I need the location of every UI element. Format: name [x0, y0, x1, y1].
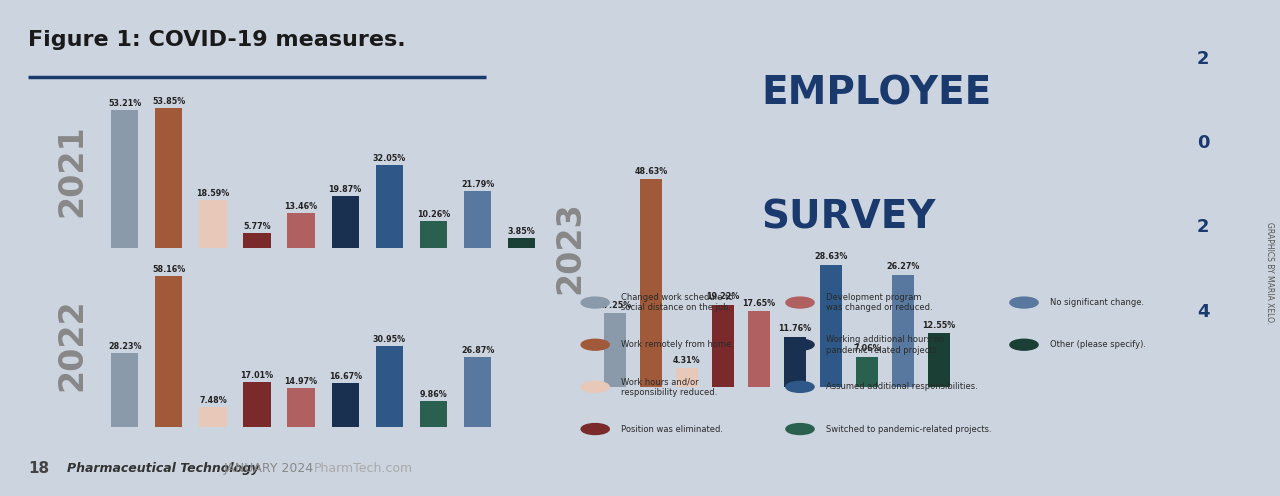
Text: 28.63%: 28.63%: [814, 252, 847, 261]
Text: 18: 18: [28, 461, 50, 476]
Circle shape: [786, 297, 814, 308]
Text: Work hours and/or
responsibility reduced.: Work hours and/or responsibility reduced…: [621, 377, 717, 397]
Text: 21.79%: 21.79%: [461, 181, 494, 189]
Text: 3.85%: 3.85%: [508, 227, 535, 236]
Bar: [640, 179, 662, 387]
Bar: [783, 337, 806, 387]
Circle shape: [581, 297, 609, 308]
Bar: [332, 383, 358, 427]
Text: Changed work schedule to
social distance on the job.: Changed work schedule to social distance…: [621, 293, 733, 312]
Bar: [892, 275, 914, 387]
Bar: [748, 311, 771, 387]
Text: 10.26%: 10.26%: [417, 210, 451, 219]
Text: 4.31%: 4.31%: [673, 356, 700, 365]
Bar: [332, 196, 358, 248]
Text: 26.27%: 26.27%: [887, 262, 920, 271]
Text: Figure 1: COVID-19 measures.: Figure 1: COVID-19 measures.: [28, 30, 406, 50]
Text: 48.63%: 48.63%: [634, 167, 667, 176]
Text: 53.85%: 53.85%: [152, 97, 186, 106]
Bar: [288, 388, 315, 427]
Text: GRAPHICS BY MARIA XELO.: GRAPHICS BY MARIA XELO.: [1265, 222, 1275, 324]
Text: 17.25%: 17.25%: [598, 301, 631, 310]
Bar: [376, 165, 403, 248]
Bar: [288, 213, 315, 248]
Text: 2023: 2023: [553, 202, 586, 294]
Text: 58.16%: 58.16%: [152, 264, 186, 274]
Text: 2021: 2021: [55, 125, 88, 217]
Text: 18.59%: 18.59%: [196, 188, 229, 198]
Text: PharmTech.com: PharmTech.com: [314, 462, 412, 475]
Text: 28.23%: 28.23%: [108, 342, 141, 351]
Text: 4: 4: [1197, 303, 1210, 320]
Circle shape: [581, 424, 609, 434]
Bar: [200, 407, 227, 427]
Text: 13.46%: 13.46%: [284, 202, 317, 211]
Text: 11.76%: 11.76%: [778, 324, 812, 333]
Text: EMPLOYEE: EMPLOYEE: [762, 74, 992, 113]
Text: Position was eliminated.: Position was eliminated.: [621, 425, 723, 434]
Text: Working additional hours on
pandemic-related projects.: Working additional hours on pandemic-rel…: [826, 335, 943, 355]
Bar: [200, 200, 227, 248]
Text: Assumed additional responsibilities.: Assumed additional responsibilities.: [826, 382, 978, 391]
Text: 16.67%: 16.67%: [329, 372, 362, 381]
Text: 14.97%: 14.97%: [284, 376, 317, 386]
Bar: [111, 353, 138, 427]
Bar: [155, 108, 183, 248]
Text: Work remotely from home.: Work remotely from home.: [621, 340, 733, 349]
Circle shape: [581, 339, 609, 350]
Text: 7.48%: 7.48%: [198, 396, 227, 405]
Text: Switched to pandemic-related projects.: Switched to pandemic-related projects.: [826, 425, 991, 434]
Circle shape: [786, 424, 814, 434]
Bar: [111, 110, 138, 248]
Circle shape: [581, 381, 609, 392]
Text: 26.87%: 26.87%: [461, 346, 494, 355]
Bar: [928, 333, 950, 387]
Text: 17.01%: 17.01%: [241, 372, 274, 380]
Text: 0: 0: [1197, 134, 1210, 152]
Bar: [243, 233, 270, 248]
Bar: [508, 238, 535, 248]
Text: 17.65%: 17.65%: [742, 299, 776, 308]
Circle shape: [786, 381, 814, 392]
Text: 2: 2: [1197, 50, 1210, 67]
Text: 7.06%: 7.06%: [854, 344, 881, 353]
Text: 5.77%: 5.77%: [243, 222, 271, 231]
Bar: [376, 346, 403, 427]
Bar: [463, 191, 492, 248]
Bar: [820, 264, 842, 387]
Circle shape: [1010, 339, 1038, 350]
Circle shape: [1010, 297, 1038, 308]
Circle shape: [786, 339, 814, 350]
Bar: [604, 313, 626, 387]
Text: 30.95%: 30.95%: [372, 335, 406, 344]
Text: 2: 2: [1197, 218, 1210, 236]
Text: SURVEY: SURVEY: [762, 198, 936, 237]
Text: 53.21%: 53.21%: [108, 99, 141, 108]
Text: 32.05%: 32.05%: [372, 154, 406, 163]
Bar: [856, 357, 878, 387]
Text: 19.22%: 19.22%: [707, 292, 740, 302]
Bar: [712, 305, 733, 387]
Bar: [420, 221, 447, 248]
Text: 2022: 2022: [55, 299, 88, 391]
Text: 19.87%: 19.87%: [329, 186, 362, 194]
Bar: [676, 369, 698, 387]
Text: 12.55%: 12.55%: [923, 321, 956, 330]
Bar: [155, 276, 183, 427]
Text: No significant change.: No significant change.: [1050, 298, 1144, 307]
Text: 9.86%: 9.86%: [420, 390, 448, 399]
Text: Development program
was changed or reduced.: Development program was changed or reduc…: [826, 293, 932, 312]
Bar: [420, 401, 447, 427]
Bar: [463, 357, 492, 427]
Bar: [243, 382, 270, 427]
Text: Pharmaceutical Technology: Pharmaceutical Technology: [67, 462, 259, 475]
Text: Other (please specify).: Other (please specify).: [1050, 340, 1146, 349]
Text: JANUARY 2024: JANUARY 2024: [224, 462, 314, 475]
